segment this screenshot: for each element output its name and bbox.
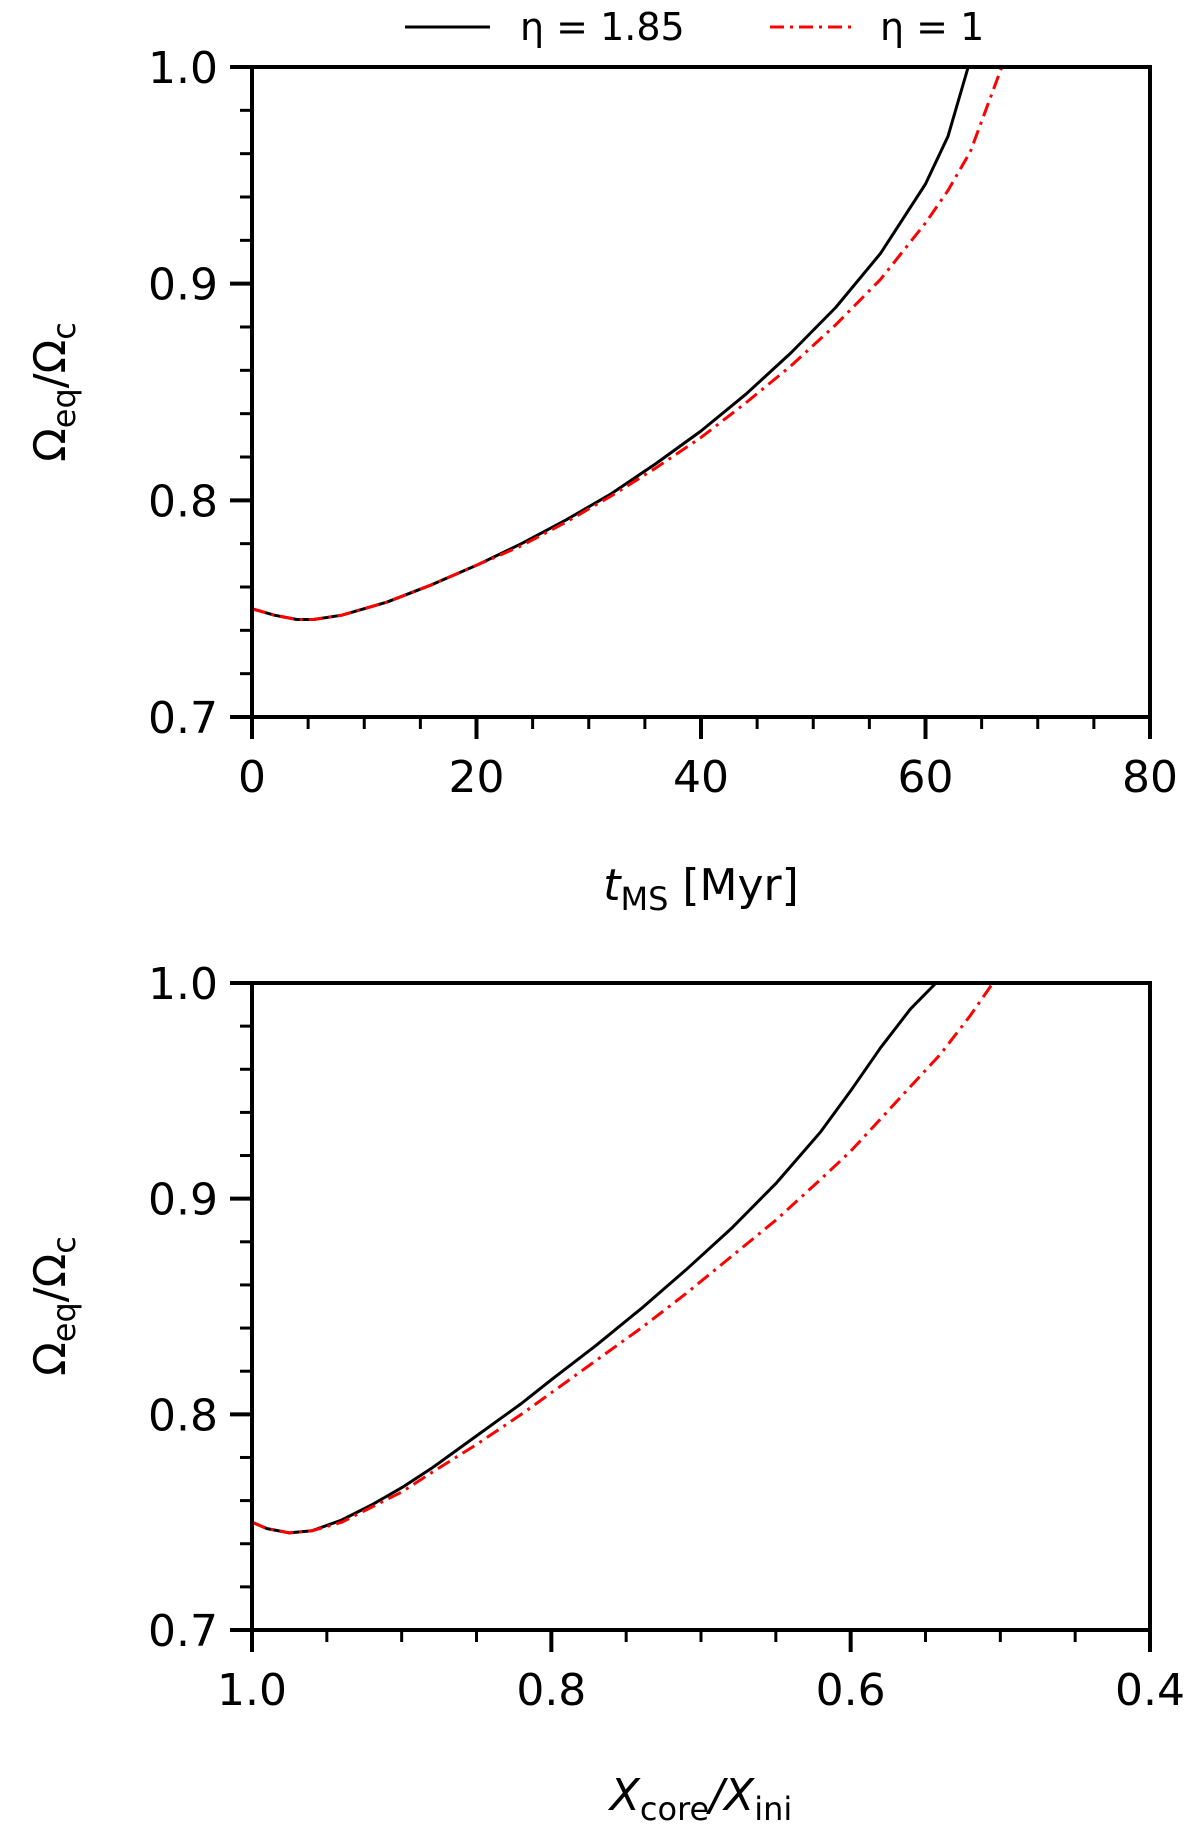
top-x-tick-label: 0 [238, 752, 266, 803]
legend-label-eta-1: η = 1 [880, 5, 984, 49]
bottom-ticks: 1.0 0.8 0.6 0.4 0.7 0.8 0.9 1.0 [148, 959, 1185, 1716]
top-x-tick-label: 80 [1122, 752, 1178, 803]
bottom-yaxis-label: Ωeq/Ωc [25, 1236, 83, 1376]
top-x-tick-label: 20 [449, 752, 505, 803]
bottom-y-tick-label: 1.0 [148, 959, 218, 1010]
bottom-x-tick-label: 0.4 [1115, 1665, 1185, 1716]
bottom-plot-frame [250, 981, 1152, 1632]
bottom-panel: 1.0 0.8 0.6 0.4 0.7 0.8 0.9 1.0 Xcore/Xini Ωeq/… [25, 959, 1185, 1828]
bottom-x-tick-label: 0.6 [816, 1665, 886, 1716]
top-panel: 0 20 40 60 80 0.7 0.8 0.9 1.0 tMS [Myr] Ωeq/Ωc [25, 43, 1178, 918]
top-yaxis-label: Ωeq/Ωc [25, 322, 83, 462]
top-xlabel-unit: [Myr] [668, 860, 798, 911]
top-y-tick-label: 1.0 [148, 43, 218, 94]
bottom-xlabel-main1: X [608, 1770, 641, 1821]
bottom-y-tick-label: 0.8 [148, 1390, 218, 1441]
legend-label-eta-1-85: η = 1.85 [520, 5, 685, 49]
bottom-x-tick-label: 0.8 [516, 1665, 586, 1716]
top-xlabel-main: t [603, 860, 622, 911]
top-plot-frame [250, 65, 1152, 719]
top-xaxis-label: tMS [Myr] [603, 860, 799, 918]
top-y-tick-label: 0.8 [148, 476, 218, 527]
bottom-y-tick-label: 0.9 [148, 1175, 218, 1226]
bottom-xlabel-sub1: core [640, 1790, 709, 1828]
bottom-x-tick-label: 1.0 [217, 1665, 287, 1716]
bottom-xlabel-main2: /X [705, 1770, 755, 1821]
top-xlabel-sub: MS [620, 880, 668, 918]
bottom-y-tick-label: 0.7 [148, 1606, 218, 1657]
top-series-line-eta-1 [251, 66, 1004, 621]
top-plot-marks [251, 66, 1004, 621]
bottom-series-line-eta-1 [251, 982, 995, 1535]
bottom-xlabel-sub2: ini [754, 1790, 792, 1828]
bottom-plot-marks [251, 981, 995, 1535]
bottom-xaxis-label: Xcore/Xini [608, 1770, 793, 1828]
top-y-tick-label: 0.7 [148, 693, 218, 744]
legend: η = 1.85 η = 1 [405, 5, 984, 49]
bottom-series-line-eta-1-85 [251, 981, 938, 1535]
top-y-tick-label: 0.9 [148, 260, 218, 311]
top-x-tick-label: 40 [673, 752, 729, 803]
top-x-tick-label: 60 [898, 752, 954, 803]
top-ticks: 0 20 40 60 80 0.7 0.8 0.9 1.0 [148, 43, 1178, 803]
top-series-line-eta-1-85 [251, 66, 970, 621]
